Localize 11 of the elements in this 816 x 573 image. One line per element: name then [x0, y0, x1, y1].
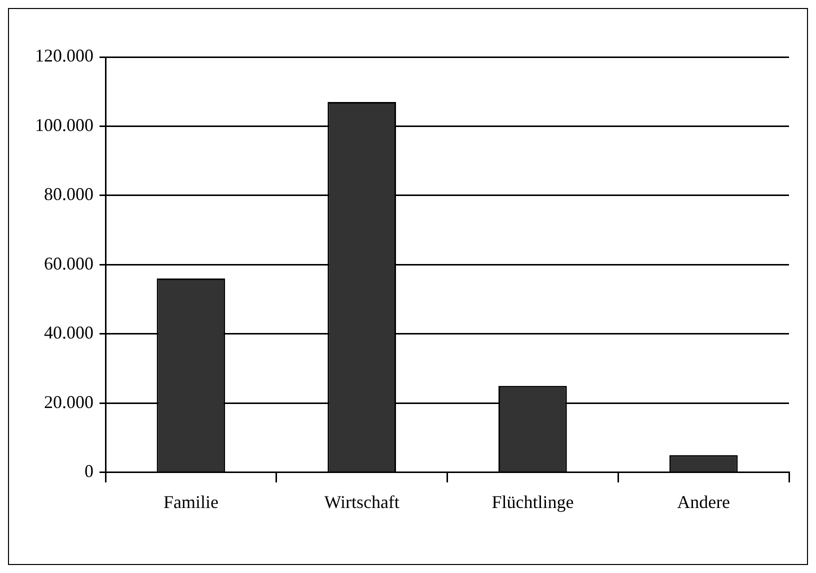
y-tick-label: 20.000 — [44, 392, 94, 412]
y-tick-label: 100.000 — [35, 114, 94, 135]
y-tick-label: 0 — [84, 461, 94, 482]
x-tick-label: Andere — [677, 492, 730, 512]
y-tick-label: 60.000 — [44, 253, 94, 274]
y-tick-label: 40.000 — [44, 322, 94, 343]
y-tick-label: 120.000 — [35, 46, 94, 66]
x-tick-label: Flüchtlinge — [492, 492, 574, 512]
x-tick-label: Familie — [163, 492, 218, 512]
x-tick-label: Wirtschaft — [324, 492, 400, 512]
y-tick-label: 80.000 — [44, 184, 94, 204]
